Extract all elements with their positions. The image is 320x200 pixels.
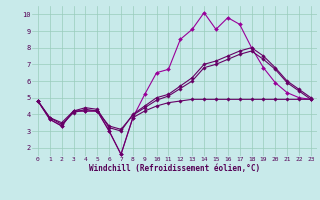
X-axis label: Windchill (Refroidissement éolien,°C): Windchill (Refroidissement éolien,°C) — [89, 164, 260, 173]
